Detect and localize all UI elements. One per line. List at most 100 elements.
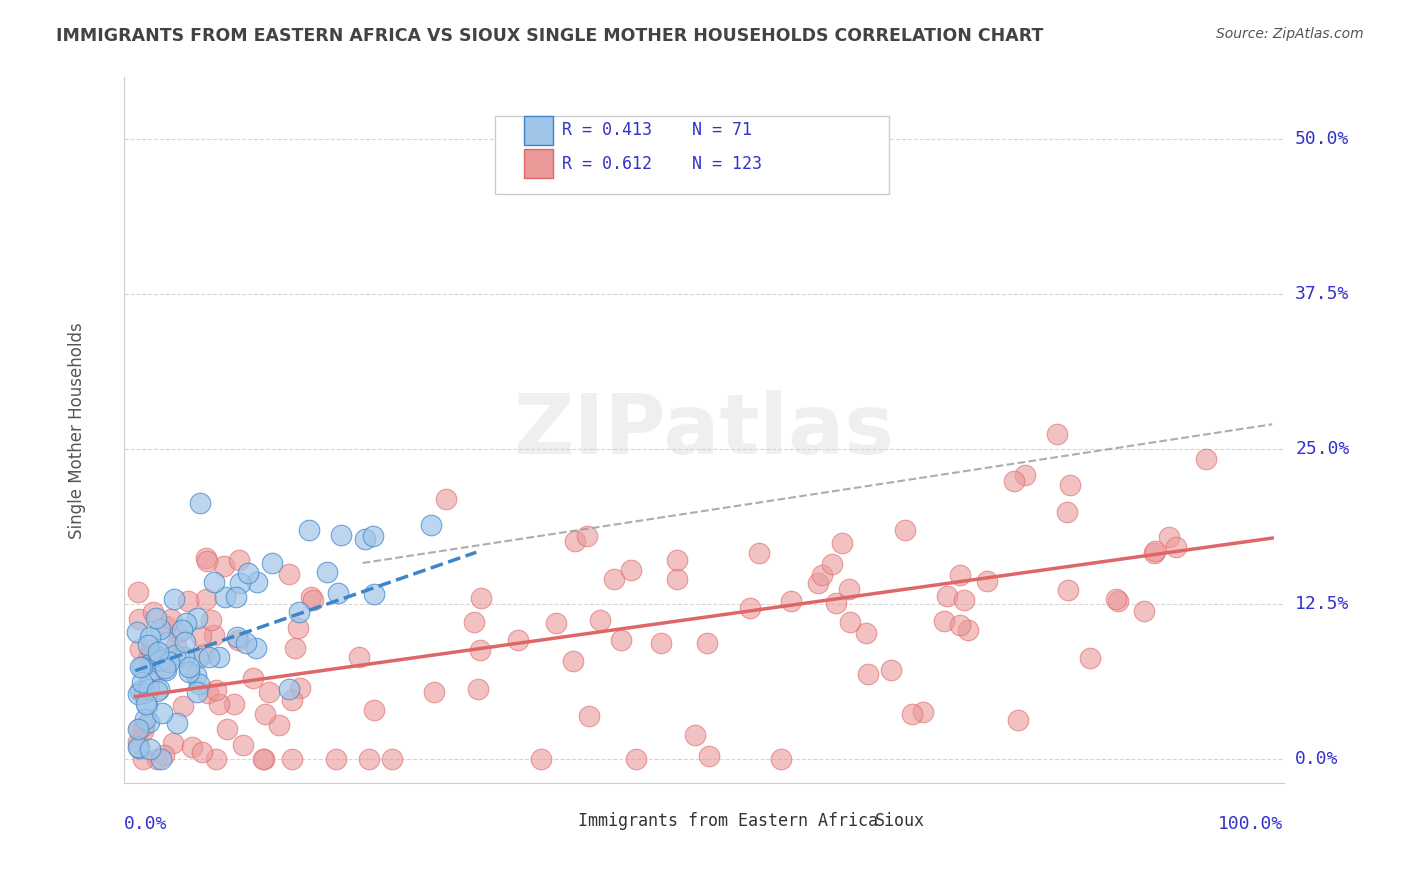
- Point: [195, 554, 218, 568]
- Point: [326, 586, 349, 600]
- Point: [146, 644, 169, 658]
- Point: [136, 638, 159, 652]
- Point: [610, 633, 633, 648]
- Text: ZIPatlas: ZIPatlas: [513, 390, 894, 471]
- Point: [146, 684, 169, 698]
- Point: [138, 673, 160, 688]
- Point: [149, 752, 172, 766]
- Point: [129, 660, 152, 674]
- FancyBboxPatch shape: [524, 116, 553, 145]
- Point: [141, 656, 163, 670]
- Point: [281, 752, 304, 766]
- Point: [780, 594, 803, 608]
- Point: [177, 594, 200, 608]
- Point: [564, 533, 586, 548]
- Point: [838, 582, 860, 596]
- Point: [186, 611, 208, 625]
- Point: [165, 640, 187, 654]
- Point: [172, 699, 194, 714]
- Point: [246, 575, 269, 590]
- Text: 0.0%: 0.0%: [1295, 749, 1339, 768]
- Point: [347, 650, 370, 665]
- Point: [228, 633, 250, 648]
- Point: [253, 707, 276, 722]
- Point: [235, 636, 257, 650]
- Point: [135, 698, 157, 713]
- Point: [208, 649, 231, 664]
- Point: [208, 698, 231, 712]
- Point: [253, 752, 276, 766]
- Point: [125, 625, 148, 640]
- Point: [129, 641, 152, 656]
- Point: [824, 596, 846, 610]
- Point: [807, 575, 830, 590]
- Point: [141, 606, 163, 620]
- Point: [188, 677, 211, 691]
- Point: [195, 550, 218, 565]
- Point: [149, 653, 172, 667]
- Point: [467, 681, 489, 696]
- Point: [166, 716, 188, 731]
- Point: [381, 752, 404, 766]
- Point: [936, 589, 959, 603]
- Point: [181, 740, 204, 755]
- Point: [284, 641, 307, 656]
- Point: [148, 650, 170, 665]
- Text: Source: ZipAtlas.com: Source: ZipAtlas.com: [1216, 27, 1364, 41]
- Point: [127, 722, 149, 736]
- Point: [190, 628, 212, 642]
- Point: [186, 667, 208, 681]
- Point: [157, 655, 180, 669]
- Point: [245, 640, 267, 655]
- Point: [949, 567, 972, 582]
- Point: [132, 686, 155, 700]
- Text: 25.0%: 25.0%: [1295, 440, 1350, 458]
- Point: [561, 654, 583, 668]
- Point: [277, 682, 299, 697]
- Point: [128, 740, 150, 755]
- Point: [1007, 713, 1029, 727]
- Point: [315, 565, 337, 579]
- Point: [202, 628, 225, 642]
- Point: [1057, 583, 1080, 598]
- Point: [363, 529, 385, 543]
- Point: [222, 698, 245, 712]
- Point: [1045, 427, 1067, 442]
- Point: [419, 518, 441, 533]
- Point: [202, 575, 225, 590]
- Point: [325, 752, 347, 766]
- Text: 37.5%: 37.5%: [1295, 285, 1350, 303]
- Point: [1014, 468, 1036, 483]
- FancyBboxPatch shape: [495, 116, 889, 194]
- Point: [186, 684, 208, 698]
- FancyBboxPatch shape: [541, 808, 571, 833]
- Point: [127, 740, 149, 755]
- Text: IMMIGRANTS FROM EASTERN AFRICA VS SIOUX SINGLE MOTHER HOUSEHOLDS CORRELATION CHA: IMMIGRANTS FROM EASTERN AFRICA VS SIOUX …: [56, 27, 1043, 45]
- Point: [281, 693, 304, 707]
- Text: Immigrants from Eastern Africa: Immigrants from Eastern Africa: [578, 812, 879, 830]
- Point: [288, 681, 311, 695]
- Point: [666, 572, 689, 586]
- Point: [576, 529, 599, 543]
- Point: [363, 587, 385, 601]
- Point: [298, 523, 321, 537]
- Point: [131, 752, 153, 766]
- Point: [214, 590, 236, 604]
- Point: [1108, 594, 1130, 608]
- Point: [287, 621, 309, 635]
- Point: [155, 661, 177, 675]
- Point: [232, 739, 254, 753]
- Point: [302, 592, 325, 607]
- Point: [546, 615, 568, 630]
- Point: [138, 714, 160, 729]
- Point: [855, 625, 877, 640]
- Point: [578, 708, 600, 723]
- Point: [470, 591, 492, 605]
- Point: [194, 591, 217, 606]
- Point: [934, 615, 956, 629]
- Point: [856, 667, 879, 681]
- Point: [188, 496, 211, 510]
- Point: [624, 752, 647, 766]
- Point: [191, 745, 214, 759]
- Point: [155, 663, 177, 677]
